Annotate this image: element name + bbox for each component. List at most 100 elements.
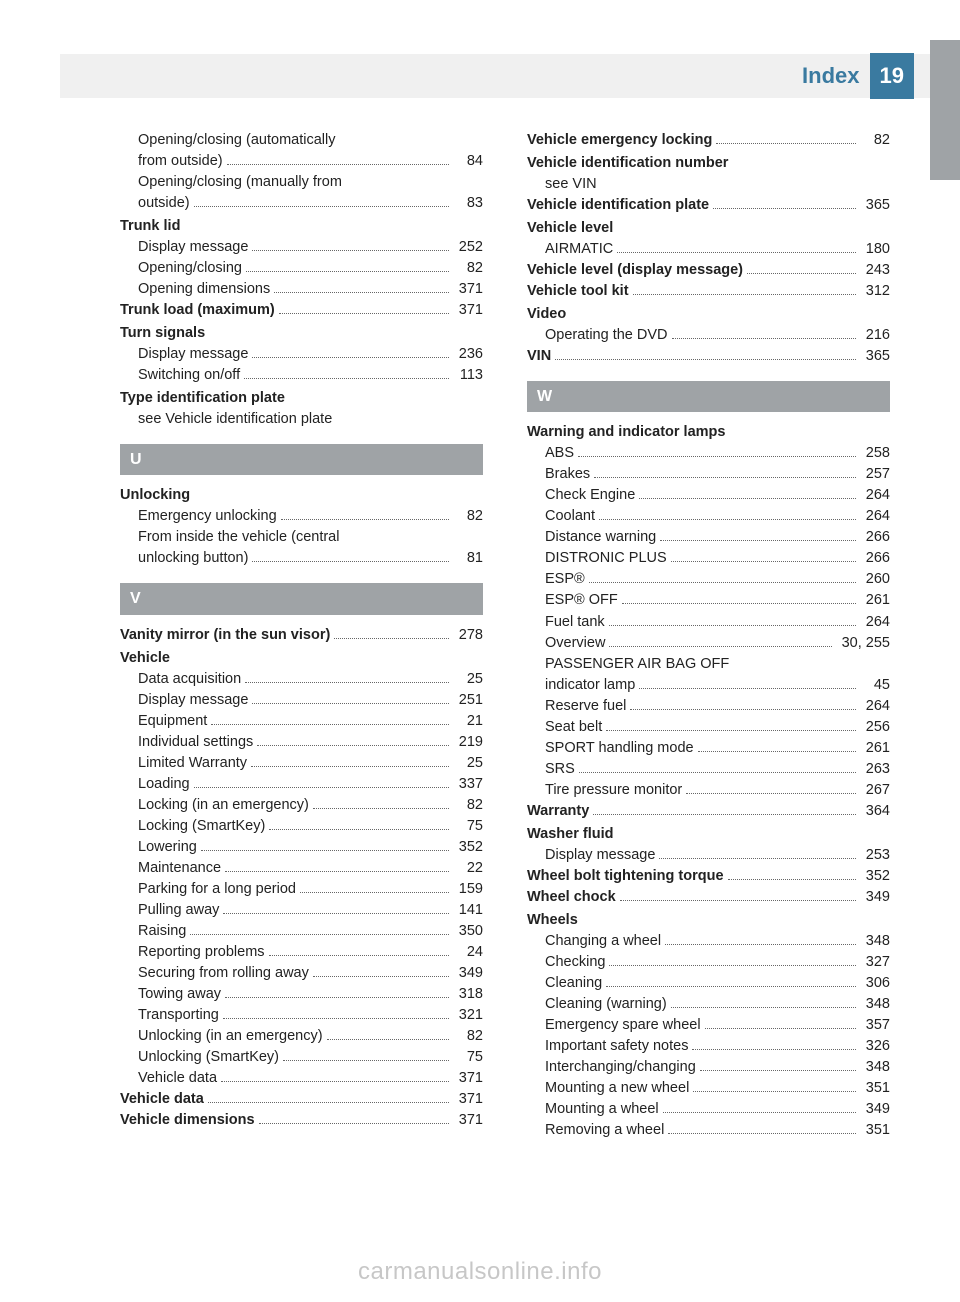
index-page: 365 [860,195,890,216]
index-page: 180 [860,239,890,260]
index-label: DISTRONIC PLUS [545,548,667,569]
leader-dots [609,614,856,626]
index-page: 82 [453,795,483,816]
leader-dots [660,530,856,542]
index-heading: Video [527,304,890,325]
index-sub-entry: Changing a wheel348 [527,931,890,952]
index-label: SPORT handling mode [545,738,694,759]
index-sub-wrap: PASSENGER AIR BAG OFF [527,654,890,675]
index-sub-entry: outside)83 [120,193,483,214]
index-heading: Warning and indicator lamps [527,422,890,443]
leader-dots [227,153,449,165]
leader-dots [589,572,856,584]
index-page: 348 [860,1057,890,1078]
index-label: outside) [138,193,190,214]
index-sub-entry: SRS263 [527,759,890,780]
index-page: 75 [453,816,483,837]
index-label: Locking (in an emergency) [138,795,309,816]
index-page: 312 [860,281,890,302]
index-label: Vanity mirror (in the sun visor) [120,625,330,646]
leader-dots [609,954,855,966]
leader-dots [274,282,449,294]
index-page: 357 [860,1015,890,1036]
index-sub-entry: Check Engine264 [527,485,890,506]
index-page: 326 [860,1036,890,1057]
leader-dots [747,263,856,275]
index-label: unlocking button) [138,548,248,569]
leader-dots [599,509,856,521]
index-sub-entry: Important safety notes326 [527,1036,890,1057]
index-entry: Vehicle level (display message)243 [527,260,890,281]
leader-dots [223,1007,449,1019]
leader-dots [211,713,449,725]
index-sub-entry: Operating the DVD216 [527,325,890,346]
leader-dots [686,782,856,794]
index-page: 219 [453,732,483,753]
index-page: 371 [453,1068,483,1089]
index-label: Display message [138,344,248,365]
index-page: 266 [860,527,890,548]
index-label: Removing a wheel [545,1120,664,1141]
index-label: Interchanging/changing [545,1057,696,1078]
index-sub-entry: Equipment21 [120,711,483,732]
index-label: Vehicle dimensions [120,1110,255,1131]
leader-dots [698,740,856,752]
index-label: ABS [545,443,574,464]
index-label: Data acquisition [138,669,241,690]
leader-dots [620,889,856,901]
leader-dots [252,239,448,251]
index-sub-entry: Tire pressure monitor267 [527,780,890,801]
leader-dots [334,627,449,639]
index-sub-entry: Display message236 [120,344,483,365]
index-sub-entry: Limited Warranty25 [120,753,483,774]
index-sub-entry: Reserve fuel264 [527,696,890,717]
index-label: Pulling away [138,900,219,921]
index-label: Emergency unlocking [138,506,277,527]
leader-dots [251,755,449,767]
index-see: see Vehicle identification plate [120,409,483,430]
leader-dots [283,1049,449,1061]
index-page: 82 [453,258,483,279]
leader-dots [194,195,449,207]
index-sub-entry: Towing away318 [120,984,483,1005]
index-page: 349 [453,963,483,984]
index-page: 351 [860,1120,890,1141]
index-heading: Washer fluid [527,824,890,845]
index-sub-entry: Locking (SmartKey)75 [120,816,483,837]
index-entry: Vanity mirror (in the sun visor)278 [120,625,483,646]
side-tab [930,40,960,180]
index-page: 371 [453,300,483,321]
index-entry: Vehicle tool kit312 [527,281,890,302]
index-sub-entry: Individual settings219 [120,732,483,753]
leader-dots [663,1101,856,1113]
leader-dots [622,593,856,605]
index-sub-entry: Brakes257 [527,464,890,485]
index-label: Vehicle data [120,1089,204,1110]
index-page: 81 [453,548,483,569]
index-page: 257 [860,464,890,485]
index-page: 21 [453,711,483,732]
index-label: Cleaning (warning) [545,994,667,1015]
index-label: Reserve fuel [545,696,626,717]
index-page: 337 [453,774,483,795]
index-label: Wheel bolt tightening torque [527,866,724,887]
index-sub-entry: SPORT handling mode261 [527,738,890,759]
leader-dots [705,1017,856,1029]
index-sub-entry: Unlocking (SmartKey)75 [120,1047,483,1068]
index-sub-entry: Loading337 [120,774,483,795]
index-sub-entry: Parking for a long period159 [120,879,483,900]
leader-dots [594,467,856,479]
index-heading: Trunk lid [120,216,483,237]
leader-dots [201,839,449,851]
index-sub-entry: DISTRONIC PLUS266 [527,548,890,569]
index-page: 264 [860,612,890,633]
index-heading: Vehicle identification number [527,153,890,174]
index-label: Limited Warranty [138,753,247,774]
index-sub-entry: Display message253 [527,845,890,866]
index-page: 321 [453,1005,483,1026]
index-label: Lowering [138,837,197,858]
leader-dots [579,761,856,773]
index-entry: VIN365 [527,346,890,367]
index-page: 243 [860,260,890,281]
index-heading: Wheels [527,910,890,931]
